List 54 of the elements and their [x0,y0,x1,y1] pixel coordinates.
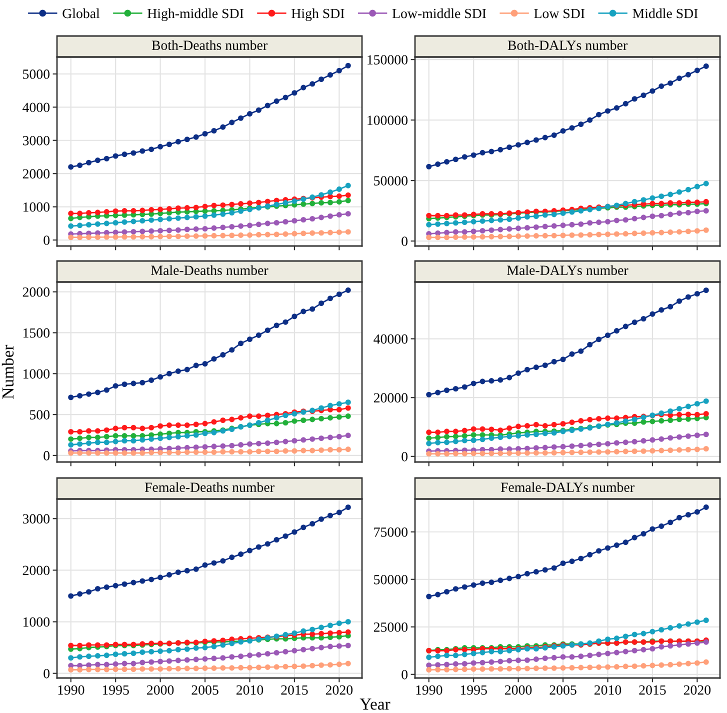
x-tick-label: 2005 [192,685,218,695]
x-tick-label: 2005 [550,685,576,695]
y-tick-label: 50000 [374,176,408,186]
y-tick-label: 150000 [368,55,408,64]
chart-title: Female-DALYs number [500,482,634,492]
legend-label: Global [62,8,100,18]
x-tick-label: 2010 [236,685,264,695]
y-tick-label: 500 [30,410,50,420]
y-tick-label: 0 [44,668,50,678]
x-tick-label: 2000 [505,685,532,695]
y-tick-label: 0 [402,236,408,246]
y-tick-label: 1000 [24,202,50,212]
x-tick-label: 1990 [416,685,442,695]
chart-title: Male-DALYs number [507,265,628,275]
y-tick-label: 40000 [374,334,408,344]
legend-label: High SDI [292,8,344,22]
y-tick-label: 4000 [22,102,50,112]
y-tick-label: 3000 [22,136,50,146]
y-tick-label: 0 [402,452,408,462]
y-tick-label: 0 [402,670,408,680]
y-tick-label: 25000 [374,622,408,632]
x-tick-label: 1995 [460,685,487,695]
y-tick-label: 2000 [22,566,50,576]
x-tick-label: 2010 [594,685,622,695]
chart-title: Both-Deaths number [152,40,268,50]
y-axis-title: Number [2,344,14,399]
legend-label: Low-middle SDI [392,8,486,18]
legend-label: Low SDI [534,8,585,18]
x-tick-label: 2020 [684,685,711,695]
x-tick-label: 2015 [281,685,308,695]
y-tick-label: 1000 [24,369,50,379]
x-tick-label: 2015 [639,685,666,695]
y-tick-label: 2000 [22,287,50,297]
y-tick-label: 100000 [368,116,408,125]
chart-title: Male-Deaths number [151,265,268,275]
y-tick-label: 20000 [374,393,408,403]
y-tick-label: 3000 [22,514,50,524]
x-tick-label: 1990 [58,685,84,695]
y-tick-label: 2000 [22,169,50,179]
y-tick-label: 5000 [23,70,50,79]
legend-label: High-middle SDI [148,8,244,22]
chart-title: Both-DALYs number [508,40,628,50]
y-tick-label: 0 [44,236,50,245]
chart-title: Female-Deaths number [144,482,274,492]
y-tick-label: 1500 [24,328,50,338]
x-axis-title: Year [360,698,390,710]
legend-label: Middle SDI [632,8,698,18]
y-tick-label: 50000 [374,574,408,584]
x-tick-label: 1995 [102,685,129,695]
x-tick-label: 2000 [147,685,174,695]
x-tick-label: 2020 [326,685,353,695]
y-tick-label: 75000 [374,527,408,537]
y-tick-label: 0 [44,451,50,460]
y-tick-label: 1000 [24,617,50,627]
